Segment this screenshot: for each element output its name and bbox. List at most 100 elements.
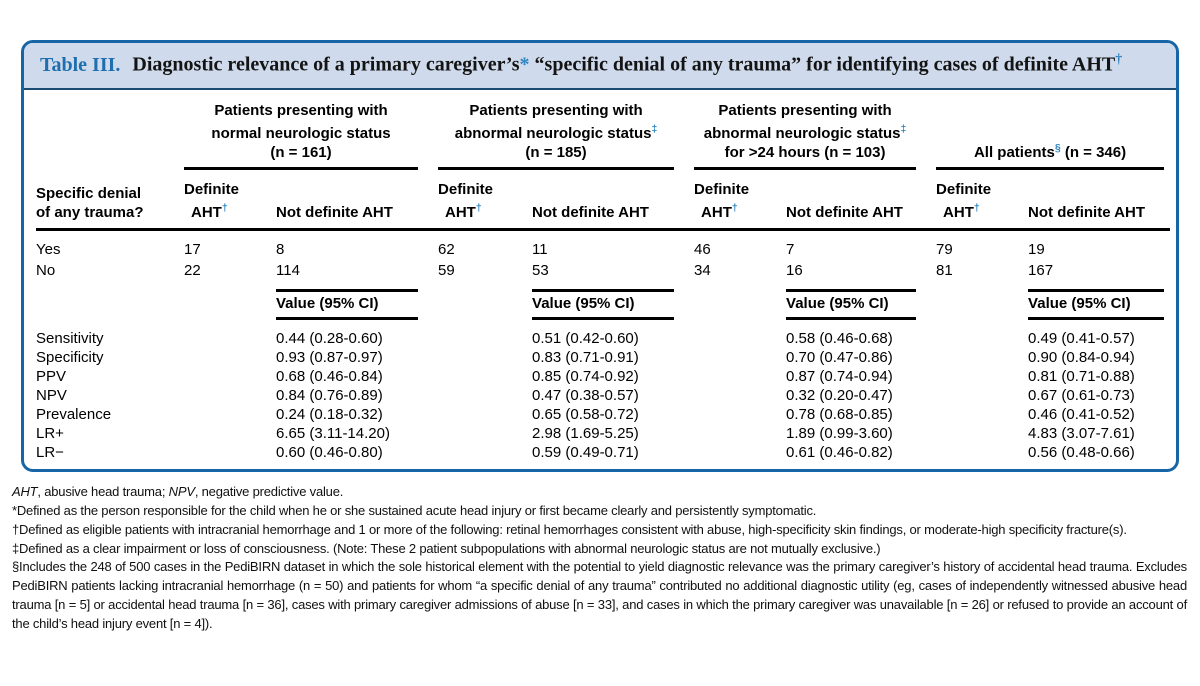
count-cell: 17 — [184, 241, 201, 259]
stat-value: 0.90 (0.84-0.94) — [1028, 349, 1135, 367]
spacer-cell — [184, 348, 276, 367]
stat-value: 0.49 (0.41-0.57) — [1028, 330, 1135, 348]
value-ci-header: Value (95% CI) — [532, 281, 694, 321]
value-ci-header: Value (95% CI) — [1028, 281, 1170, 321]
col-header-definite-aht-1: Definite AHT† — [184, 170, 276, 232]
group1-n: (n = 161) — [270, 144, 332, 162]
table-title: Table III. Diagnostic relevance of a prim… — [24, 43, 1176, 91]
footnote-abbreviations: AHT, abusive head trauma; NPV, negative … — [12, 484, 344, 500]
stat-label: PPV — [36, 368, 67, 386]
subheader-row: Specific denial of any trauma? Definite AH… — [36, 170, 1171, 232]
count-cell: 11 — [532, 241, 548, 259]
stat-value: 0.84 (0.76-0.89) — [276, 387, 383, 405]
count-cell: 62 — [438, 241, 455, 259]
stat-label: NPV — [36, 387, 67, 405]
spacer-cell — [936, 386, 1028, 405]
spacer-cell — [936, 367, 1028, 386]
stat-value: 0.81 (0.71-0.88) — [1028, 368, 1135, 386]
dagger-mark: † — [973, 202, 980, 215]
stat-value: 0.68 (0.46-0.84) — [276, 368, 383, 386]
group3-n: for >24 hours (n = 103) — [724, 144, 886, 162]
spacer-cell — [694, 367, 786, 386]
group3-line2: abnormal neurologic status‡ — [703, 123, 907, 143]
spacer-cell — [438, 281, 532, 320]
spacer-cell — [438, 405, 532, 424]
count-cell: 79 — [936, 241, 953, 259]
spacer-cell — [184, 386, 276, 405]
stat-value: 6.65 (3.11-14.20) — [276, 425, 390, 443]
value-header-row: Value (95% CI) Value (95% CI) Value (95%… — [36, 281, 1170, 321]
group1-line2: normal neurologic status — [211, 125, 391, 143]
stat-value: 2.98 (1.69-5.25) — [532, 425, 639, 443]
stat-value: 0.58 (0.46-0.68) — [786, 330, 893, 348]
table-number-label: Table III. — [40, 53, 121, 76]
dagger-mark: † — [221, 202, 228, 215]
spacer-cell — [936, 424, 1028, 443]
stat-value: 0.47 (0.38-0.57) — [532, 387, 639, 405]
spacer-cell — [184, 424, 276, 443]
count-cell: 34 — [694, 262, 711, 280]
stat-value: 0.87 (0.74-0.94) — [786, 368, 893, 386]
count-cell: 81 — [936, 262, 953, 280]
table-title-text-2: “specific denial of any trauma” for iden… — [529, 53, 1116, 76]
footnote-double-dagger: ‡Defined as a clear impairment or loss o… — [12, 540, 881, 556]
stat-value: 0.51 (0.42-0.60) — [532, 330, 639, 348]
group4-line: All patients§ (n = 346) — [973, 142, 1127, 162]
stat-value: 0.44 (0.28-0.60) — [276, 330, 383, 348]
row-label: No — [36, 262, 56, 280]
stat-value: 0.24 (0.18-0.32) — [276, 406, 383, 424]
count-cell: 22 — [184, 262, 201, 280]
spacer-cell — [936, 320, 1028, 348]
stat-value: 4.83 (3.07-7.61) — [1028, 425, 1135, 443]
spacer-cell — [936, 443, 1028, 469]
value-ci-header: Value (95% CI) — [276, 281, 438, 321]
group2-line1: Patients presenting with — [469, 102, 643, 120]
spacer-cell — [184, 281, 276, 320]
asterisk-mark: * — [519, 53, 530, 76]
stat-value: 1.89 (0.99-3.60) — [786, 425, 893, 443]
stat-label: Specificity — [36, 349, 104, 367]
spacer-cell — [438, 386, 532, 405]
spacer-cell — [184, 405, 276, 424]
group3-line1: Patients presenting with — [718, 102, 892, 120]
stat-value: 0.67 (0.61-0.73) — [1028, 387, 1135, 405]
spacer-cell — [184, 443, 276, 469]
stat-row-ppv: PPV 0.68 (0.46-0.84) 0.85 (0.74-0.92) 0.… — [36, 367, 1170, 386]
footnote-asterisk: *Defined as the person responsible for t… — [12, 502, 817, 518]
spacer-cell — [36, 281, 184, 320]
col-header-definite-aht-4: Definite AHT† — [936, 170, 1029, 232]
count-cell: 167 — [1028, 262, 1054, 280]
col-header-not-definite-4: Not definite AHT — [1028, 170, 1171, 232]
count-row-yes: Yes 17 8 62 11 46 7 79 19 — [36, 230, 1170, 261]
group-header-normal-status: Patients presenting with normal neurolog… — [184, 94, 438, 171]
count-cell: 19 — [1028, 241, 1045, 259]
stat-label: Sensitivity — [36, 330, 104, 348]
spacer-cell — [694, 281, 786, 320]
count-cell: 7 — [786, 241, 795, 259]
group3-sup: ‡ — [900, 123, 907, 136]
diagnostic-relevance-table: Patients presenting with normal neurolog… — [36, 94, 1171, 469]
spacer-cell — [936, 281, 1028, 320]
spacer-cell — [438, 443, 532, 469]
footnote-dagger: †Defined as eligible patients with intra… — [12, 521, 1127, 537]
stat-row-lr-minus: LR− 0.60 (0.46-0.80) 0.59 (0.49-0.71) 0.… — [36, 443, 1170, 469]
spacer-cell — [184, 367, 276, 386]
group-header-all-patients: All patients§ (n = 346) — [936, 94, 1170, 171]
col-header-definite-aht-3: Definite AHT† — [694, 170, 787, 232]
value-ci-header: Value (95% CI) — [786, 281, 936, 321]
stat-row-npv: NPV 0.84 (0.76-0.89) 0.47 (0.38-0.57) 0.… — [36, 386, 1170, 405]
spacer-cell — [36, 94, 184, 170]
table-box: Table III. Diagnostic relevance of a prim… — [21, 40, 1179, 473]
count-cell: 114 — [276, 262, 300, 280]
group-header-abnormal-status: Patients presenting with abnormal neurol… — [438, 94, 694, 171]
stat-value: 0.60 (0.46-0.80) — [276, 444, 383, 462]
spacer-cell — [936, 405, 1028, 424]
dagger-mark: † — [731, 202, 738, 215]
stat-row-specificity: Specificity 0.93 (0.87-0.97) 0.83 (0.71-… — [36, 348, 1170, 367]
col-header-not-definite-2: Not definite AHT — [532, 170, 695, 232]
footnotes: AHT, abusive head trauma; NPV, negative … — [12, 483, 1187, 634]
stat-value: 0.65 (0.58-0.72) — [532, 406, 639, 424]
count-cell: 46 — [694, 241, 711, 259]
dagger-mark: † — [1115, 52, 1123, 67]
